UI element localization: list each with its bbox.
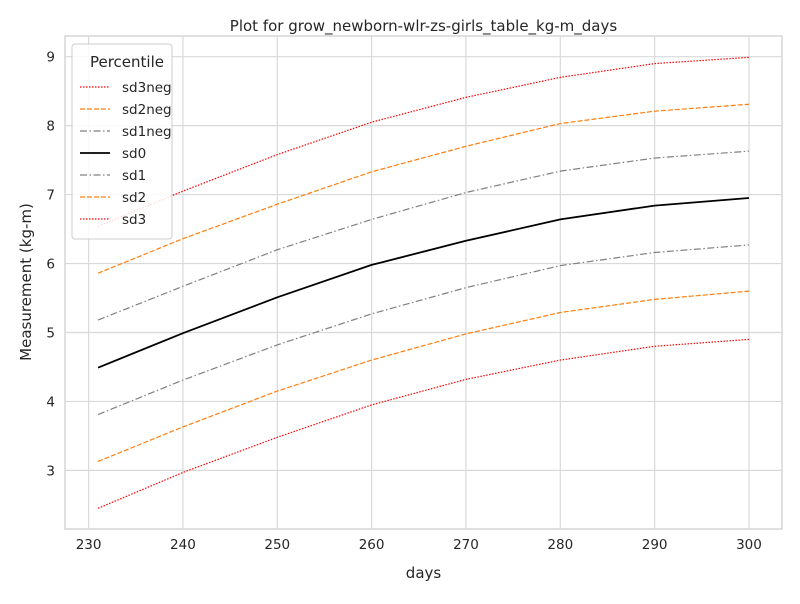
legend-label-sd3: sd3 [122,212,146,228]
x-axis-ticks: 230 240 250 260 270 280 290 300 [76,537,762,553]
y-tick-label: 9 [46,50,55,66]
y-tick-label: 8 [46,119,55,135]
x-tick-label: 270 [453,537,479,553]
legend-label-sd0: sd0 [122,146,146,162]
y-tick-label: 4 [46,394,55,410]
x-tick-label: 280 [547,537,573,553]
series-line-sd3neg [97,338,750,509]
legend-title: Percentile [90,53,164,71]
legend-label-sd2: sd2 [122,190,146,206]
y-tick-label: 7 [46,188,55,204]
x-axis-label: days [406,564,442,582]
legend-label-sd2neg: sd2neg [122,102,172,118]
legend-label-sd3neg: sd3neg [122,80,172,96]
series-line-sd2 [97,103,750,274]
series-line-sd1 [97,150,750,321]
legend-label-sd1: sd1 [122,168,146,184]
y-axis-ticks: 3 4 5 6 7 8 9 [46,50,55,480]
plot-area [64,35,783,530]
chart-title: Plot for grow_newborn-wlr-zs-girls_table… [230,17,618,36]
legend-items: sd3neg sd2neg sd1neg sd0 sd1 sd2 sd3 [80,80,172,228]
x-tick-label: 250 [264,537,290,553]
y-axis-label: Measurement (kg-m) [17,203,35,361]
y-tick-label: 6 [46,257,55,273]
series-layer [97,56,750,509]
legend-label-sd1neg: sd1neg [122,124,172,140]
series-line-sd3 [97,56,750,227]
y-tick-label: 3 [46,463,55,479]
x-tick-label: 290 [642,537,668,553]
x-tick-label: 230 [76,537,102,553]
x-tick-label: 240 [170,537,196,553]
x-tick-label: 260 [359,537,385,553]
y-tick-label: 5 [46,325,55,341]
series-line-sd2neg [97,290,750,462]
x-tick-label: 300 [736,537,762,553]
series-line-sd1neg [97,244,750,416]
series-line-sd0 [97,197,750,369]
legend-box [71,43,173,240]
legend: Percentile sd3negsd2negsd1negsd0sd1sd2sd… [71,43,173,240]
